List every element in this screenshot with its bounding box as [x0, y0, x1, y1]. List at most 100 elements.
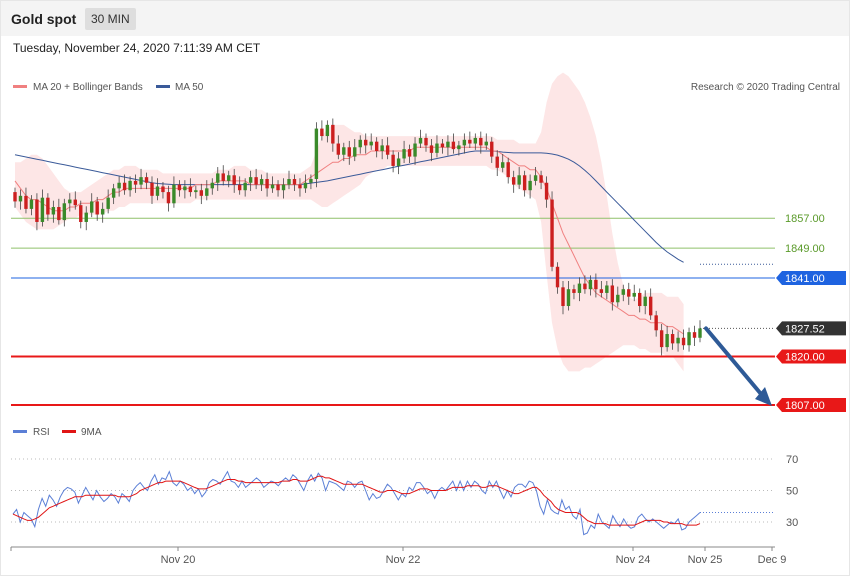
- candle: [457, 140, 461, 156]
- candle: [687, 327, 691, 352]
- candle-body: [621, 289, 625, 295]
- candle-body: [166, 192, 171, 204]
- candle-body: [517, 175, 521, 185]
- candle: [287, 170, 291, 190]
- candle-body: [402, 149, 406, 159]
- candle-body: [24, 195, 28, 209]
- candle-body: [643, 296, 647, 307]
- price-legend: MA 20 + Bollinger Bands MA 50 Research ©…: [13, 82, 840, 93]
- rsi-legend-swatch: [13, 430, 27, 433]
- candle: [539, 170, 543, 190]
- candle-body: [544, 182, 549, 200]
- candle: [270, 176, 275, 193]
- candle: [128, 176, 132, 197]
- candle: [413, 137, 417, 165]
- candle: [396, 152, 401, 175]
- candle: [435, 135, 439, 158]
- candle-body: [73, 199, 77, 206]
- x-axis: Nov 20 Nov 22 Nov 24 Nov 25 Dec 9: [10, 546, 786, 566]
- candle: [57, 198, 61, 225]
- candle-body: [259, 179, 264, 185]
- candle-body: [298, 184, 302, 189]
- candle-body: [62, 203, 67, 221]
- candle-body: [342, 147, 346, 155]
- candle-body: [490, 141, 494, 157]
- candle: [172, 176, 176, 208]
- candle: [681, 329, 686, 350]
- level-tag-1807-00: [776, 398, 846, 412]
- candle: [13, 187, 17, 208]
- candle-body: [111, 188, 116, 198]
- candle-body: [627, 289, 631, 297]
- candle: [155, 178, 160, 201]
- candle: [424, 133, 428, 152]
- candle-body: [577, 283, 582, 293]
- candle: [632, 284, 636, 302]
- candle: [29, 195, 34, 216]
- candle-body: [122, 182, 127, 191]
- candle: [342, 142, 346, 162]
- candle-body: [128, 180, 132, 191]
- candle-body: [670, 334, 675, 344]
- candle: [79, 200, 83, 229]
- candle: [577, 277, 582, 302]
- candle: [616, 286, 620, 307]
- candle: [325, 120, 330, 143]
- candle: [484, 133, 488, 150]
- candlesticks: [13, 118, 702, 356]
- candle: [692, 325, 697, 346]
- credit-text: Research © 2020 Trading Central: [691, 82, 840, 93]
- candle-body: [550, 199, 554, 267]
- candle-body: [468, 139, 472, 144]
- candle: [380, 139, 384, 160]
- timeframe-button[interactable]: 30 MIN: [85, 8, 136, 30]
- candle-body: [84, 212, 88, 222]
- level-tag-1841-00: [776, 271, 846, 285]
- bollinger-bands: [15, 72, 684, 372]
- level-label-1849-00: 1849.00: [785, 243, 825, 255]
- ma50-legend-swatch: [156, 85, 170, 88]
- candle-body: [227, 175, 231, 181]
- candle-body: [495, 156, 499, 168]
- candle-body: [205, 188, 209, 196]
- candle-body: [528, 180, 532, 191]
- candle-body: [435, 143, 439, 153]
- candle-body: [281, 184, 286, 191]
- candle-body: [374, 141, 379, 151]
- candle: [506, 157, 510, 184]
- candle-body: [687, 332, 691, 346]
- level-label-1827-52: 1827.52: [785, 323, 825, 335]
- candle: [336, 135, 341, 160]
- candle: [374, 137, 379, 158]
- candle-body: [172, 184, 176, 204]
- chart-title: Gold spot: [11, 11, 77, 27]
- candle: [62, 198, 67, 227]
- candle: [177, 180, 182, 197]
- candle: [451, 133, 456, 154]
- candle: [698, 320, 702, 343]
- candle-body: [276, 184, 280, 191]
- level-labels: 1857.00 1849.00 1841.00 1827.52 1820.00 1807.…: [776, 213, 846, 412]
- candle-body: [506, 162, 510, 178]
- level-label-1857-00: 1857.00: [785, 213, 825, 225]
- level-label-1841-00: 1841.00: [785, 273, 825, 285]
- candle: [221, 165, 225, 186]
- candle-body: [484, 141, 488, 146]
- candle-body: [221, 173, 225, 181]
- candle: [183, 180, 187, 199]
- candle: [407, 144, 412, 163]
- candle-body: [248, 177, 253, 183]
- candle: [46, 193, 50, 221]
- candle: [243, 178, 247, 197]
- candle-body: [457, 145, 461, 150]
- candle: [418, 129, 423, 149]
- candle-body: [654, 315, 658, 331]
- candle-body: [287, 179, 291, 185]
- ma20-legend-label: MA 20 + Bollinger Bands: [33, 82, 143, 93]
- price-levels: [11, 217, 775, 406]
- candle-body: [451, 141, 456, 150]
- candle-body: [583, 283, 587, 290]
- candle-body: [566, 289, 571, 307]
- header-bar: Gold spot 30 MIN: [1, 1, 849, 36]
